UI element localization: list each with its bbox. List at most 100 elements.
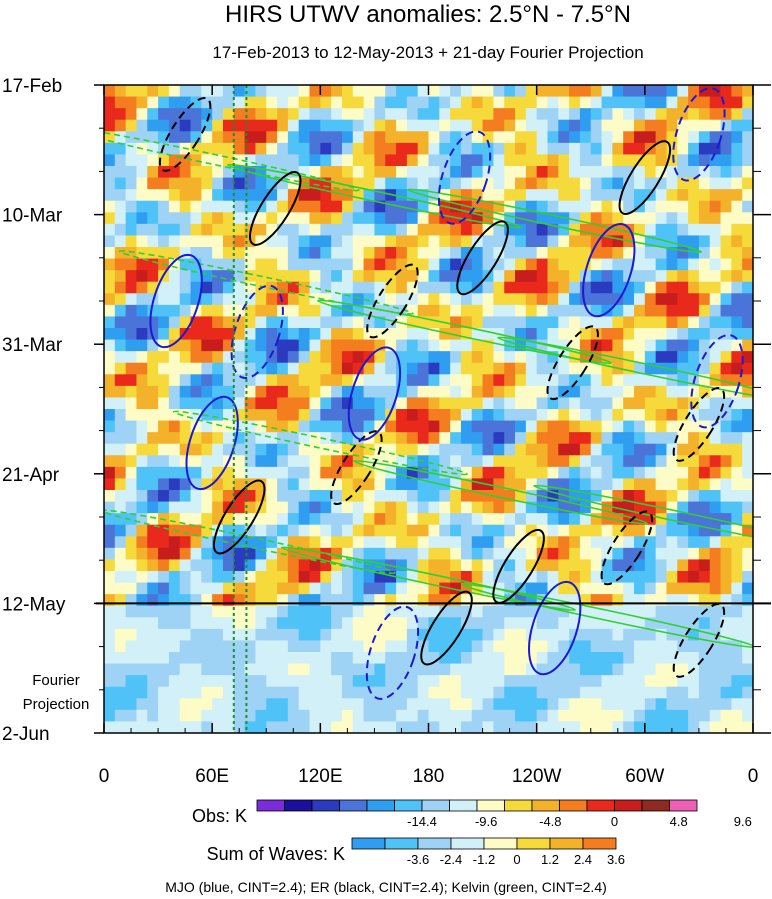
heatmap-cell <box>644 582 657 595</box>
heatmap-cell <box>114 571 127 584</box>
heatmap-cell <box>331 640 343 653</box>
heatmap-cell <box>547 374 559 387</box>
heatmap-cell <box>601 409 613 422</box>
heatmap-cell <box>244 154 257 167</box>
heatmap-cell <box>471 663 484 676</box>
heatmap-cell <box>504 131 516 144</box>
heatmap-cell <box>190 478 202 491</box>
heatmap-cell <box>515 709 527 723</box>
heatmap-cell <box>147 640 159 653</box>
heatmap-cell <box>352 235 365 248</box>
heatmap-cell <box>471 559 484 572</box>
er-contour <box>600 510 654 586</box>
heatmap-cell <box>320 652 332 665</box>
heatmap-cell <box>104 385 116 399</box>
heatmap-cell <box>688 223 700 237</box>
heatmap-cell <box>201 142 213 156</box>
heatmap-cell <box>666 177 678 190</box>
heatmap-cell <box>104 177 116 190</box>
heatmap-cell <box>158 652 170 665</box>
heatmap-cell <box>601 351 613 364</box>
heatmap-cell <box>623 478 635 491</box>
heatmap-cell <box>536 270 549 283</box>
heatmap-cell <box>590 466 603 480</box>
er-contour <box>420 590 473 666</box>
heatmap-cell <box>417 96 430 109</box>
y-tick-label: 12-May <box>2 594 66 615</box>
heatmap-cell <box>104 154 116 167</box>
heatmap-cell <box>547 96 559 109</box>
heatmap-cell <box>417 686 430 699</box>
heatmap-cell <box>406 605 419 618</box>
heatmap-cell <box>471 258 484 271</box>
heatmap-cell <box>244 247 257 260</box>
heatmap-cell <box>320 663 332 676</box>
heatmap-cell <box>168 189 181 202</box>
heatmap-cell <box>255 582 267 595</box>
heatmap-cell <box>363 501 376 514</box>
heatmap-cell <box>471 571 484 584</box>
heatmap-cell <box>287 235 300 248</box>
heatmap-cell <box>147 605 159 618</box>
heatmap-cell <box>396 362 408 375</box>
heatmap-cell <box>396 594 408 607</box>
heatmap-cell <box>504 582 516 595</box>
heatmap-cell <box>233 721 246 733</box>
heatmap-cell <box>179 258 192 271</box>
heatmap-cell <box>590 212 603 225</box>
heatmap-cell <box>688 316 700 329</box>
heatmap-cell <box>233 675 246 688</box>
heatmap-cell <box>634 293 646 306</box>
heatmap-cell <box>569 524 581 537</box>
heatmap-cell <box>341 443 354 456</box>
heatmap-cell <box>104 212 116 225</box>
heatmap-cell <box>525 466 538 480</box>
heatmap-cell <box>287 131 300 144</box>
heatmap-cell <box>244 339 257 352</box>
x-tick-label: 60W <box>625 766 664 787</box>
heatmap-cell <box>179 131 192 144</box>
heatmap-cell <box>255 304 267 318</box>
heatmap-cell <box>450 142 462 156</box>
heatmap-cell <box>504 154 516 167</box>
heatmap-cell <box>601 443 613 456</box>
heatmap-cell <box>277 432 289 445</box>
heatmap-cell <box>428 177 440 190</box>
waves-colorbar-swatch <box>483 837 518 850</box>
heatmap-cell <box>536 247 549 260</box>
heatmap-cell <box>125 571 138 584</box>
heatmap-cell <box>374 108 386 121</box>
heatmap-cell <box>179 385 192 399</box>
heatmap-cell <box>450 304 462 318</box>
heatmap-cell <box>233 351 246 364</box>
heatmap-cell <box>309 154 321 167</box>
heatmap-cell <box>439 304 451 318</box>
heatmap-cell <box>287 351 300 364</box>
heatmap-cell <box>579 709 592 723</box>
heatmap-cell <box>450 397 462 410</box>
heatmap-cell <box>601 420 613 433</box>
heatmap-cell <box>298 374 311 387</box>
heatmap-cell <box>579 166 592 179</box>
heatmap-cell <box>201 258 213 271</box>
heatmap-cell <box>266 119 278 132</box>
heatmap-cell <box>168 536 181 549</box>
heatmap-cell <box>222 200 235 213</box>
kelvin-contour <box>533 484 753 550</box>
heatmap-cell <box>190 547 202 561</box>
heatmap-cell <box>147 675 159 688</box>
heatmap-cell <box>168 432 181 445</box>
heatmap-cell <box>266 409 278 422</box>
heatmap-cell <box>612 247 624 260</box>
heatmap-cell <box>309 409 321 422</box>
heatmap-cell <box>201 351 213 364</box>
heatmap-cell <box>450 617 462 630</box>
heatmap-cell <box>525 247 538 260</box>
heatmap-cell <box>233 96 246 109</box>
heatmap-cell <box>601 675 613 688</box>
heatmap-cell <box>612 582 624 595</box>
heatmap-cell <box>320 108 332 121</box>
heatmap-cell <box>612 351 624 364</box>
heatmap-cell <box>190 108 202 121</box>
heatmap-cell <box>558 513 570 526</box>
